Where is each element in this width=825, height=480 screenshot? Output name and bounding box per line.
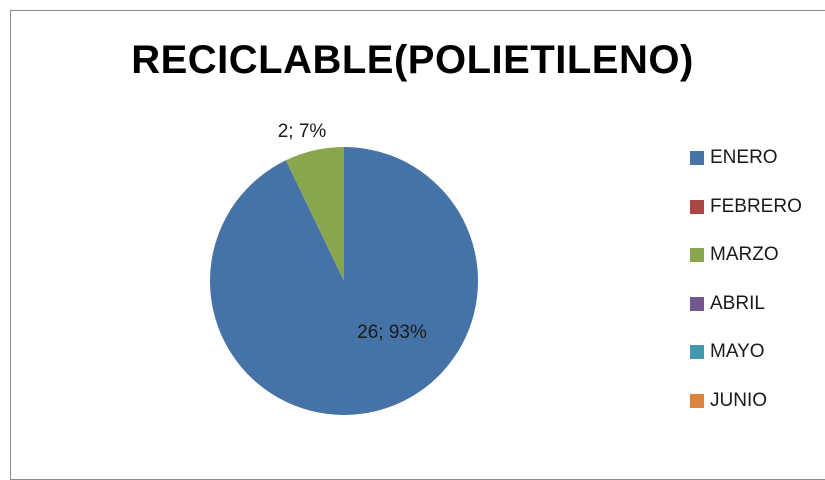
data-label-enero: 26; 93% <box>357 322 427 343</box>
legend-item-marzo: MARZO <box>690 243 820 267</box>
legend-label: MARZO <box>710 244 779 265</box>
legend-item-junio: JUNIO <box>690 389 820 413</box>
legend-swatch <box>690 151 704 165</box>
legend-item-mayo: MAYO <box>690 340 820 364</box>
legend: ENERO FEBRERO MARZO ABRIL MAYO JUNIO <box>690 146 820 437</box>
legend-item-abril: ABRIL <box>690 292 820 316</box>
legend-label: ABRIL <box>710 292 765 314</box>
legend-label: FEBRERO <box>710 195 802 217</box>
legend-label: MAYO <box>710 341 765 362</box>
legend-swatch <box>690 345 704 359</box>
legend-label: JUNIO <box>710 389 767 411</box>
legend-item-febrero: FEBRERO <box>690 195 820 219</box>
legend-item-enero: ENERO <box>690 146 820 170</box>
legend-swatch <box>690 248 704 262</box>
legend-label: ENERO <box>710 147 778 168</box>
pie-chart: 26; 93% 2; 7% <box>209 121 478 415</box>
legend-swatch <box>690 393 704 408</box>
chart-title: RECICLABLE(POLIETILENO) <box>131 38 694 82</box>
legend-swatch <box>690 296 704 311</box>
pie-slice-marzo <box>285 147 344 281</box>
data-label-marzo: 2; 7% <box>278 121 327 142</box>
legend-swatch <box>690 199 704 214</box>
